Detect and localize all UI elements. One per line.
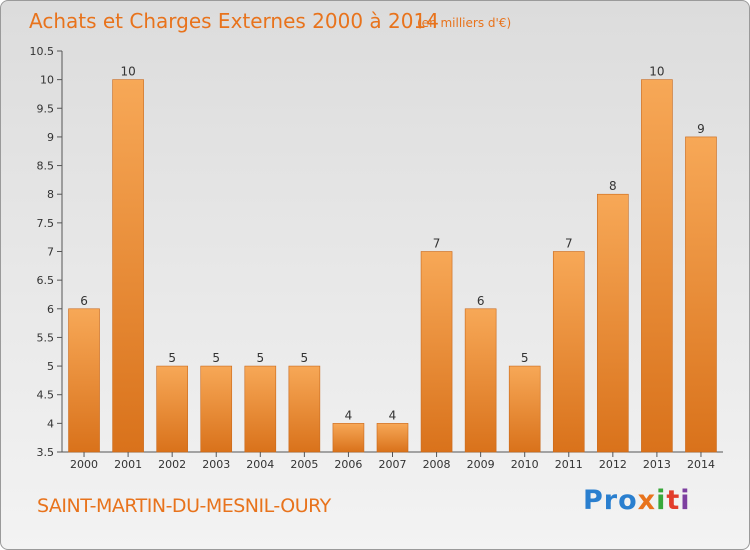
bar-value-label: 5 [301, 351, 309, 365]
y-tick-label: 6 [47, 303, 54, 316]
bar [200, 365, 233, 453]
x-tick-label: 2010 [511, 458, 539, 471]
bar [420, 251, 453, 453]
bar-value-label: 5 [212, 351, 220, 365]
x-tick-label: 2013 [643, 458, 671, 471]
y-tick-label: 10.5 [30, 45, 55, 58]
proxiti-logo: Proxiti [583, 485, 691, 516]
bar [288, 365, 321, 453]
x-tick-label: 2014 [687, 458, 715, 471]
x-tick-label: 2003 [202, 458, 230, 471]
bar-value-label: 5 [521, 351, 529, 365]
y-tick-label: 8.5 [37, 160, 55, 173]
bar [597, 193, 629, 453]
bar-chart: Achats et Charges Externes 2000 à 2014 (… [29, 9, 723, 471]
bar-value-label: 9 [697, 122, 705, 136]
y-tick-label: 3.5 [37, 446, 55, 459]
bar [332, 423, 365, 453]
x-tick-label: 2004 [246, 458, 274, 471]
y-tick-label: 7 [47, 246, 54, 259]
x-tick-label: 2008 [423, 458, 451, 471]
bar-value-label: 10 [649, 65, 664, 79]
bar-value-label: 4 [345, 408, 353, 422]
y-tick-label: 9.5 [37, 102, 55, 115]
bar [464, 308, 497, 453]
bar [552, 251, 585, 453]
bar [641, 79, 673, 453]
bar [376, 423, 409, 453]
bar [68, 308, 100, 453]
bar-value-label: 4 [389, 408, 397, 422]
x-tick-label: 2005 [290, 458, 318, 471]
x-tick-label: 2006 [334, 458, 362, 471]
bar-value-label: 7 [565, 237, 573, 251]
bar [508, 365, 541, 453]
x-tick-label: 2000 [70, 458, 98, 471]
y-tick-label: 9 [47, 131, 54, 144]
y-tick-label: 8 [47, 188, 54, 201]
logo-part-x: x [637, 485, 657, 516]
y-tick-label: 6.5 [37, 274, 55, 287]
bar [685, 136, 717, 453]
x-tick-label: 2007 [379, 458, 407, 471]
bar-value-label: 5 [256, 351, 264, 365]
bar-value-label: 8 [609, 179, 617, 193]
bar-value-label: 5 [168, 351, 176, 365]
y-tick-label: 7.5 [37, 217, 55, 230]
y-tick-label: 10 [40, 74, 54, 87]
x-tick-label: 2012 [599, 458, 627, 471]
bar-value-label: 7 [433, 237, 441, 251]
y-tick-label: 4 [47, 417, 54, 430]
x-tick-label: 2001 [114, 458, 142, 471]
chart-title: Achats et Charges Externes 2000 à 2014 [29, 9, 439, 33]
x-tick-label: 2011 [555, 458, 583, 471]
bar [156, 365, 188, 453]
x-tick-label: 2002 [158, 458, 186, 471]
logo-part-t: t [666, 485, 681, 516]
y-tick-label: 5 [47, 360, 54, 373]
chart-unit-label: (en milliers d'€) [417, 16, 511, 30]
logo-part-i2: i [680, 485, 691, 516]
logo-part-pro: Pro [583, 485, 638, 516]
bar-value-label: 6 [80, 294, 88, 308]
bar-value-label: 6 [477, 294, 485, 308]
logo-part-i1: i [656, 485, 667, 516]
y-tick-label: 4.5 [37, 389, 55, 402]
bar-value-label: 10 [120, 65, 135, 79]
commune-name: SAINT-MARTIN-DU-MESNIL-OURY [37, 495, 331, 517]
bar [244, 365, 277, 453]
y-tick-label: 5.5 [37, 331, 55, 344]
x-tick-label: 2009 [467, 458, 495, 471]
bar [112, 79, 144, 453]
